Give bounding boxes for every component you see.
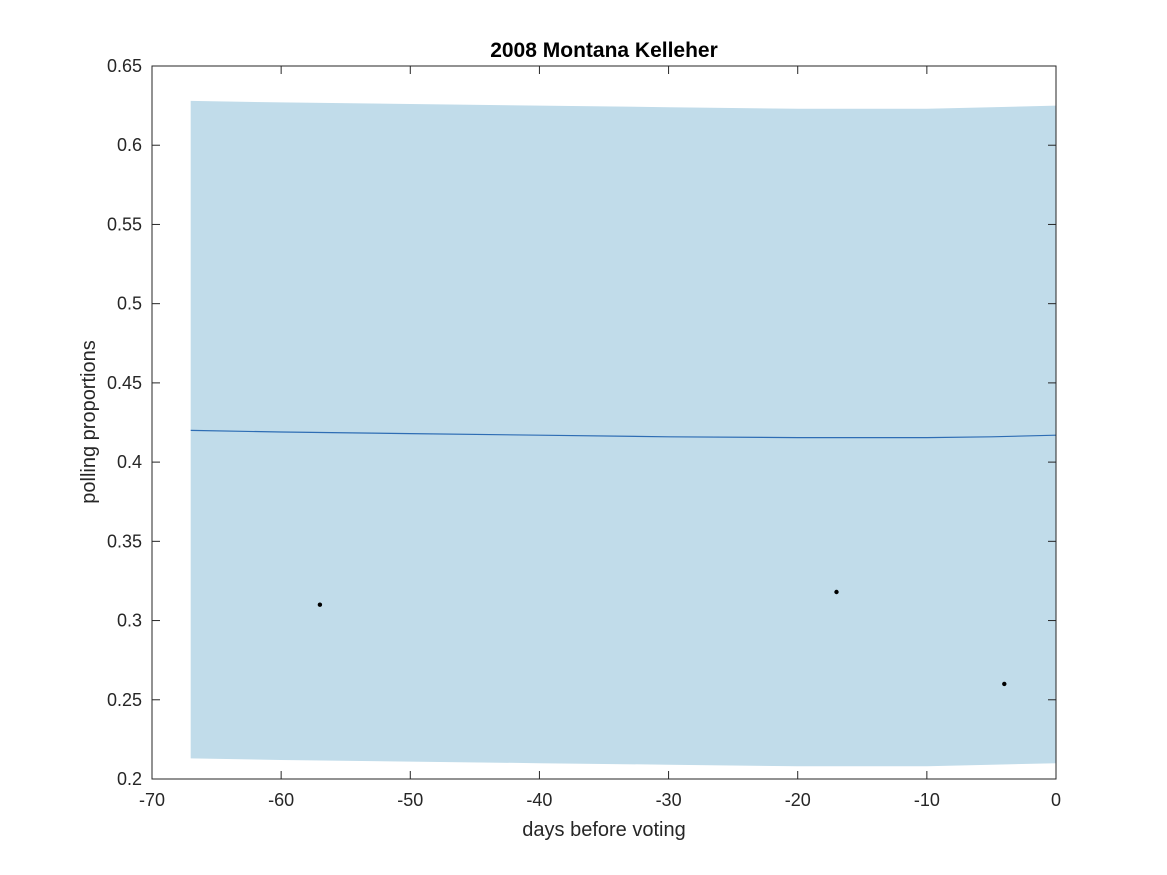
- trend-line-0: [190, 429, 1057, 439]
- x-tick-label: -40: [526, 790, 552, 810]
- y-tick-label: 0.2: [117, 769, 142, 789]
- x-tick-label: -10: [914, 790, 940, 810]
- y-tick-label: 0.35: [107, 531, 142, 551]
- y-axis-label: polling proportions: [78, 340, 100, 503]
- chart-title: 2008 Montana Kelleher: [490, 39, 718, 62]
- y-tick-label: 0.45: [107, 373, 142, 393]
- trend-line-layer: [190, 429, 1057, 439]
- x-tick-label: -70: [139, 790, 165, 810]
- y-tick-label: 0.5: [117, 294, 142, 314]
- x-tick-label: 0: [1051, 790, 1061, 810]
- y-tick-label: 0.6: [117, 135, 142, 155]
- x-tick-label: -20: [785, 790, 811, 810]
- x-axis-label: days before voting: [522, 819, 685, 841]
- x-tick-label: -60: [268, 790, 294, 810]
- axes-box: [151, 65, 1057, 780]
- y-tick-label: 0.55: [107, 214, 142, 234]
- poll-points-layer: [317, 589, 1007, 687]
- poll-point: [834, 589, 839, 595]
- poll-point: [317, 602, 323, 607]
- y-tick-label: 0.4: [117, 452, 142, 472]
- y-axis-ticks: 0.2 0.25 0.3 0.35 0.4 0.45 0.5 0.55 0.6 0.65: [107, 56, 1056, 789]
- y-tick-label: 0.25: [107, 690, 142, 710]
- confidence-band-layer: [190, 100, 1056, 767]
- x-axis-ticks: -70 -60 -50 -40 -30 -20 -10 0: [139, 66, 1061, 810]
- y-tick-label: 0.65: [107, 56, 142, 76]
- x-tick-label: -50: [397, 790, 423, 810]
- y-tick-label: 0.3: [117, 611, 142, 631]
- x-tick-label: -30: [656, 790, 682, 810]
- confidence-band: [190, 100, 1056, 767]
- poll-point: [1002, 681, 1007, 687]
